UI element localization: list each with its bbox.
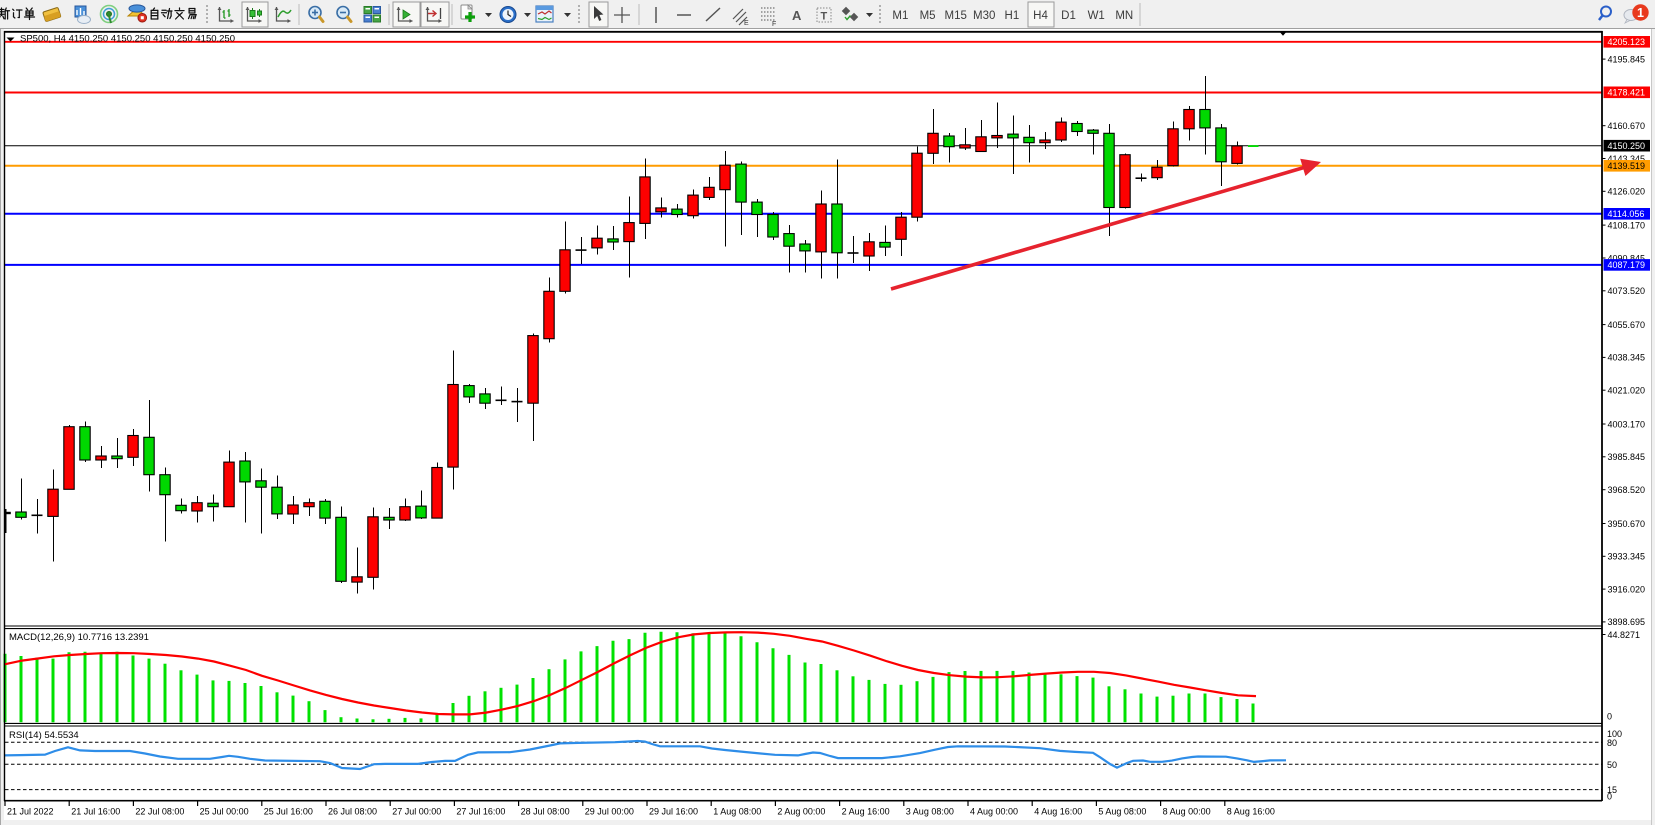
svg-text:3985.845: 3985.845 (1608, 452, 1646, 462)
svg-text:4055.670: 4055.670 (1608, 320, 1646, 330)
svg-text:3933.345: 3933.345 (1608, 552, 1646, 562)
svg-text:5 Aug 08:00: 5 Aug 08:00 (1098, 807, 1146, 817)
svg-text:1 Aug 08:00: 1 Aug 08:00 (713, 807, 761, 817)
svg-text:27 Jul 16:00: 27 Jul 16:00 (456, 807, 505, 817)
svg-text:44.8271: 44.8271 (1608, 630, 1641, 640)
svg-text:21 Jul 2022: 21 Jul 2022 (7, 807, 54, 817)
svg-text:26 Jul 08:00: 26 Jul 08:00 (328, 807, 377, 817)
svg-text:4 Aug 00:00: 4 Aug 00:00 (970, 807, 1018, 817)
svg-text:27 Jul 00:00: 27 Jul 00:00 (392, 807, 441, 817)
svg-text:4205.123: 4205.123 (1608, 37, 1646, 47)
svg-text:H4: H4 (1033, 10, 1048, 22)
svg-text:4087.179: 4087.179 (1608, 260, 1646, 270)
svg-text:4195.845: 4195.845 (1608, 54, 1646, 64)
svg-text:3 Aug 08:00: 3 Aug 08:00 (906, 807, 954, 817)
svg-text:RSI(14) 54.5534: RSI(14) 54.5534 (9, 730, 79, 741)
svg-text:8 Aug 00:00: 8 Aug 00:00 (1163, 807, 1211, 817)
svg-text:4160.670: 4160.670 (1608, 121, 1646, 131)
svg-text:H1: H1 (1005, 10, 1020, 22)
svg-text:4150.250: 4150.250 (1608, 141, 1646, 151)
svg-text:4038.345: 4038.345 (1608, 353, 1646, 363)
svg-text:80: 80 (1607, 738, 1617, 748)
svg-text:M5: M5 (920, 10, 936, 22)
svg-text:15: 15 (1607, 785, 1617, 795)
svg-text:22 Jul 08:00: 22 Jul 08:00 (135, 807, 184, 817)
svg-text:MACD(12,26,9) 10.7716 13.2391: MACD(12,26,9) 10.7716 13.2391 (9, 632, 149, 643)
svg-text:D1: D1 (1061, 10, 1076, 22)
svg-text:25 Jul 16:00: 25 Jul 16:00 (264, 807, 313, 817)
svg-text:4073.520: 4073.520 (1608, 286, 1646, 296)
svg-text:SP500, H4 4150.250 4150.250 4: SP500, H4 4150.250 4150.250 4150.250 415… (20, 34, 235, 45)
svg-text:8 Aug 16:00: 8 Aug 16:00 (1227, 807, 1275, 817)
svg-text:4114.056: 4114.056 (1608, 209, 1645, 219)
svg-text:25 Jul 00:00: 25 Jul 00:00 (200, 807, 249, 817)
svg-text:4 Aug 16:00: 4 Aug 16:00 (1034, 807, 1082, 817)
svg-text:4003.170: 4003.170 (1608, 419, 1646, 429)
svg-text:4139.519: 4139.519 (1608, 161, 1646, 171)
svg-text:E: E (744, 20, 749, 27)
svg-text:A: A (792, 8, 802, 23)
svg-text:4021.020: 4021.020 (1608, 386, 1646, 396)
svg-text:29 Jul 16:00: 29 Jul 16:00 (649, 807, 698, 817)
svg-text:2 Aug 00:00: 2 Aug 00:00 (777, 807, 825, 817)
svg-text:3916.020: 3916.020 (1608, 584, 1646, 594)
svg-text:0: 0 (1607, 712, 1612, 722)
svg-text:4108.170: 4108.170 (1608, 220, 1646, 230)
svg-text:W1: W1 (1088, 10, 1105, 22)
svg-text:M15: M15 (945, 10, 967, 22)
svg-text:4126.020: 4126.020 (1608, 187, 1646, 197)
svg-text:T: T (821, 11, 828, 23)
svg-text:2 Aug 16:00: 2 Aug 16:00 (842, 807, 890, 817)
svg-text:29 Jul 00:00: 29 Jul 00:00 (585, 807, 634, 817)
svg-text:MN: MN (1115, 10, 1133, 22)
svg-text:21 Jul 16:00: 21 Jul 16:00 (71, 807, 120, 817)
svg-text:M1: M1 (892, 10, 908, 22)
svg-text:F: F (772, 21, 776, 28)
svg-text:3950.670: 3950.670 (1608, 519, 1646, 529)
svg-text:4143.345: 4143.345 (1608, 154, 1646, 164)
svg-text:50: 50 (1607, 760, 1617, 770)
svg-text:4178.421: 4178.421 (1608, 88, 1646, 98)
svg-text:100: 100 (1607, 729, 1622, 739)
svg-text:1: 1 (1637, 6, 1644, 20)
svg-text:0: 0 (1607, 792, 1612, 802)
svg-text:M30: M30 (973, 10, 995, 22)
svg-text:28 Jul 08:00: 28 Jul 08:00 (521, 807, 570, 817)
svg-text:4090.845: 4090.845 (1608, 253, 1646, 263)
svg-text:3968.520: 3968.520 (1608, 485, 1646, 495)
svg-text:3898.695: 3898.695 (1608, 617, 1646, 627)
